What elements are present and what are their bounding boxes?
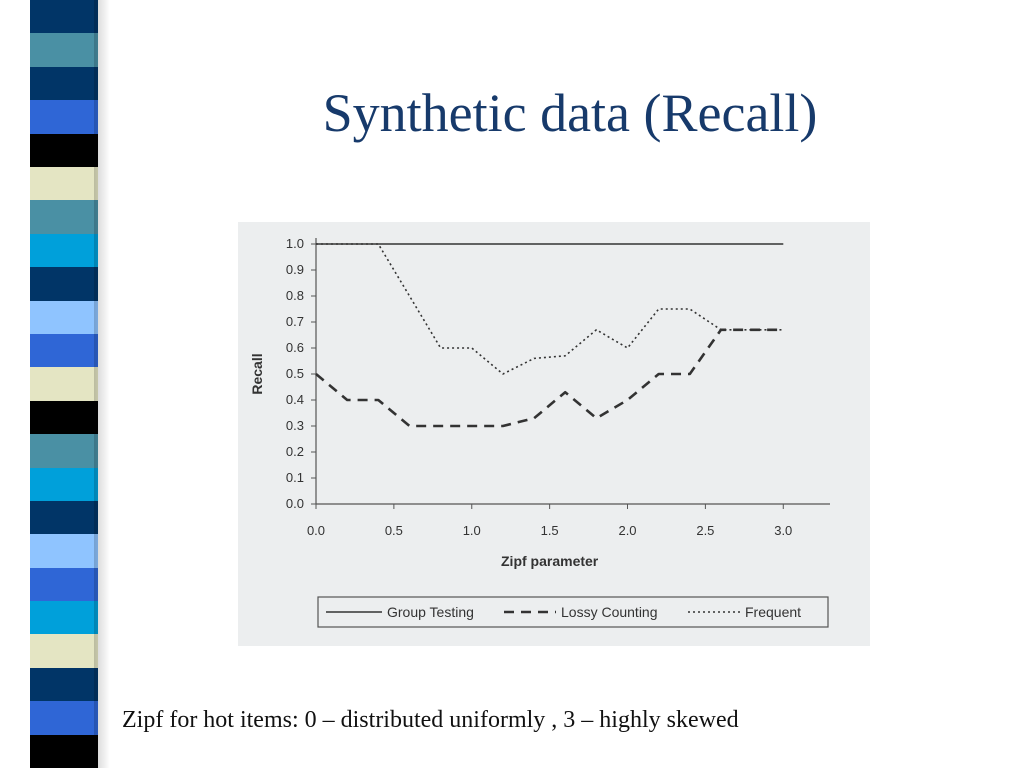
slide-title: Synthetic data (Recall) <box>322 83 818 143</box>
y-tick-label: 0.7 <box>286 314 304 329</box>
stripe-block <box>30 66 98 101</box>
stripe-block <box>30 734 98 768</box>
series-line-frequent <box>316 243 784 375</box>
stripe-block <box>30 467 98 502</box>
y-tick-label: 0.5 <box>286 366 304 381</box>
stripe-block <box>30 0 98 34</box>
stripe-block <box>30 200 98 235</box>
stripe-block <box>30 634 98 669</box>
x-tick-label: 0.0 <box>307 523 325 538</box>
x-tick-label: 1.0 <box>463 523 481 538</box>
stripe-block <box>30 133 98 168</box>
stripe-shadow <box>94 0 110 768</box>
stripe-block <box>30 233 98 268</box>
y-tick-label: 0.4 <box>286 392 304 407</box>
recall-chart: 0.0 0.1 0.2 0.3 0.4 0.5 0.6 0.7 0.8 0.9 1.0 0.0 0.5 1… <box>249 236 830 628</box>
y-tick-label: 0.6 <box>286 340 304 355</box>
x-tick-label: 2.5 <box>696 523 714 538</box>
y-tick-label: 0.2 <box>286 444 304 459</box>
stripe-block <box>30 33 98 68</box>
chart-container: 0.0 0.1 0.2 0.3 0.4 0.5 0.6 0.7 0.8 0.9 1.0 0.0 0.5 1… <box>238 222 870 646</box>
stripe-block <box>30 400 98 435</box>
stripe-block <box>30 567 98 602</box>
y-tick-label: 0.8 <box>286 288 304 303</box>
stripe-block <box>30 601 98 635</box>
decorative-stripe <box>30 0 98 768</box>
stripe-block <box>30 367 98 402</box>
legend-label: Frequent <box>745 604 801 620</box>
slide-caption: Zipf for hot items: 0 – distributed unif… <box>122 707 739 733</box>
y-axis-label: Recall <box>249 353 265 394</box>
x-tick-label: 0.5 <box>385 523 403 538</box>
stripe-block <box>30 701 98 736</box>
y-tick-label: 0.0 <box>286 496 304 511</box>
stripe-block <box>30 534 98 569</box>
legend-label: Group Testing <box>387 604 474 620</box>
y-tick-label: 1.0 <box>286 236 304 251</box>
stripe-block <box>30 100 98 135</box>
x-axis-label: Zipf parameter <box>501 553 599 569</box>
legend-box <box>317 596 829 628</box>
x-tick-label: 3.0 <box>774 523 792 538</box>
stripe-block <box>30 267 98 301</box>
y-tick-label: 0.1 <box>286 470 304 485</box>
stripe-block <box>30 300 98 335</box>
stripe-block <box>30 500 98 535</box>
x-tick-label: 1.5 <box>541 523 559 538</box>
y-tick-label: 0.9 <box>286 262 304 277</box>
stripe-block <box>30 434 98 468</box>
stripe-block <box>30 333 98 368</box>
legend-label: Lossy Counting <box>561 604 658 620</box>
x-tick-label: 2.0 <box>618 523 636 538</box>
series-line-lossy-counting <box>315 328 784 428</box>
y-tick-label: 0.3 <box>286 418 304 433</box>
stripe-block <box>30 167 98 201</box>
stripe-block <box>30 667 98 702</box>
